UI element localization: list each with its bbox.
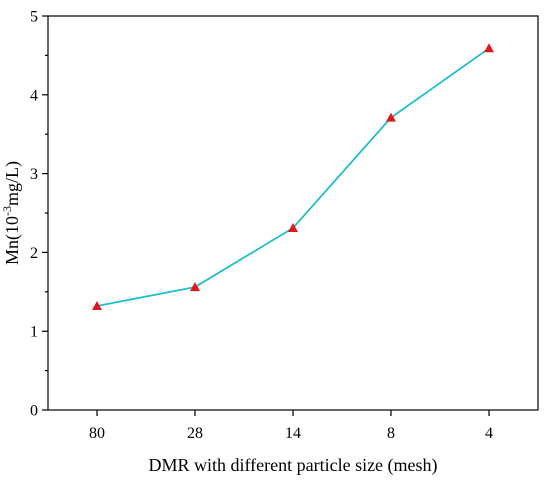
y-axis-title-suffix: mg/L) xyxy=(2,161,23,206)
x-tick-label: 14 xyxy=(285,425,301,442)
y-tick-label: 4 xyxy=(30,87,38,104)
data-point-marker xyxy=(190,282,200,292)
data-point-marker xyxy=(92,300,102,310)
y-tick-label: 5 xyxy=(30,9,38,26)
y-tick-label: 0 xyxy=(30,403,38,420)
series-line xyxy=(96,47,490,307)
y-tick-label: 1 xyxy=(30,324,38,341)
y-axis: 0 1 2 3 4 5 xyxy=(30,9,48,420)
y-axis-title-prefix: Mn(10 xyxy=(2,216,23,265)
y-tick-label: 2 xyxy=(30,245,38,262)
x-tick-label: 28 xyxy=(187,425,203,442)
y-axis-title: Mn(10-3mg/L) xyxy=(0,161,23,265)
x-axis: 80 28 14 8 4 xyxy=(89,410,493,442)
data-point-marker xyxy=(288,222,298,232)
data-point-marker xyxy=(484,43,494,53)
data-point-marker xyxy=(386,112,396,122)
series-markers xyxy=(92,43,494,310)
y-axis-title-sup: -3 xyxy=(0,206,14,216)
plot-frame xyxy=(47,15,539,411)
x-tick-label: 8 xyxy=(387,425,395,442)
x-tick-label: 4 xyxy=(485,425,493,442)
y-tick-label: 3 xyxy=(30,166,38,183)
x-tick-label: 80 xyxy=(89,425,105,442)
x-axis-title: DMR with different particle size (mesh) xyxy=(148,455,437,476)
